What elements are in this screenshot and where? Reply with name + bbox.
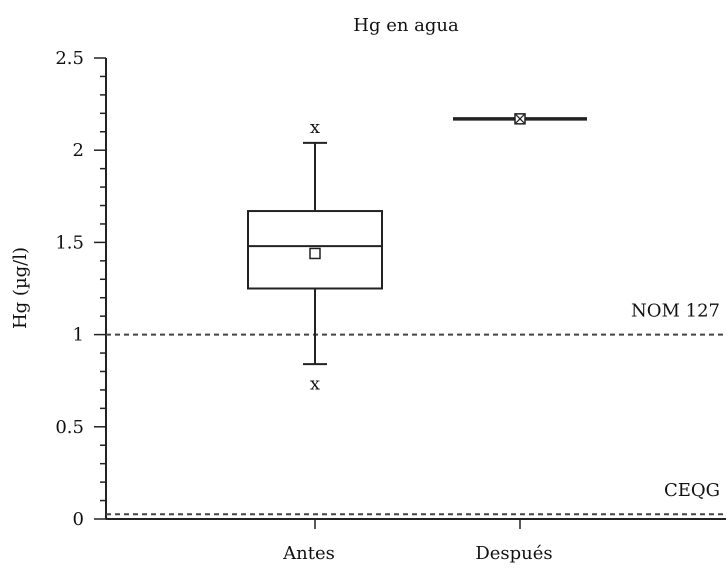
box-group: xx — [247, 117, 383, 394]
y-tick-label: 1.5 — [55, 232, 84, 253]
x-category-label: Antes — [282, 543, 335, 564]
y-tick-label: 1 — [73, 325, 84, 346]
outlier-marker: x — [310, 117, 320, 138]
axes: 0 0.5 1 1.5 2 2.5 Antes Después — [55, 48, 726, 564]
chart-title: Hg en agua — [353, 15, 459, 36]
y-tick-label: 0.5 — [55, 417, 84, 438]
y-tick-label: 0 — [73, 509, 84, 530]
reference-lines: NOM 127 CEQG — [106, 301, 726, 516]
box-group — [453, 113, 587, 125]
outlier-marker: x — [310, 373, 320, 394]
mean-marker-cross — [514, 113, 526, 125]
reference-line-label: NOM 127 — [631, 301, 720, 322]
y-tick-label: 2.5 — [55, 48, 84, 69]
mean-marker — [309, 247, 321, 260]
x-category-label: Después — [475, 543, 552, 564]
reference-line-label: CEQG — [664, 480, 720, 501]
box-series: xx — [247, 113, 587, 394]
y-tick-label: 2 — [73, 140, 84, 161]
y-axis-label: Hg (µg/l) — [10, 247, 31, 329]
